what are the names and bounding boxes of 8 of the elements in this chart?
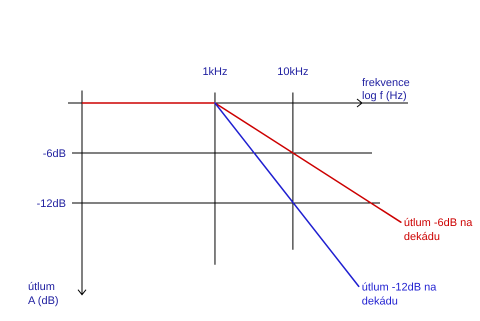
series-label: útlum -6dB na dekádu bbox=[404, 217, 474, 244]
y-tick-label: -12dB bbox=[36, 198, 66, 210]
y-tick-label: -6dB bbox=[42, 148, 66, 160]
series-label: útlum -12dB na dekádu bbox=[362, 281, 438, 308]
x-tick-label: 10kHz bbox=[277, 66, 308, 78]
y-axis-title: útlum A (dB) bbox=[28, 281, 59, 307]
x-axis-title: frekvence log f (Hz) bbox=[362, 77, 410, 102]
x-tick-label: 1kHz bbox=[202, 66, 228, 78]
